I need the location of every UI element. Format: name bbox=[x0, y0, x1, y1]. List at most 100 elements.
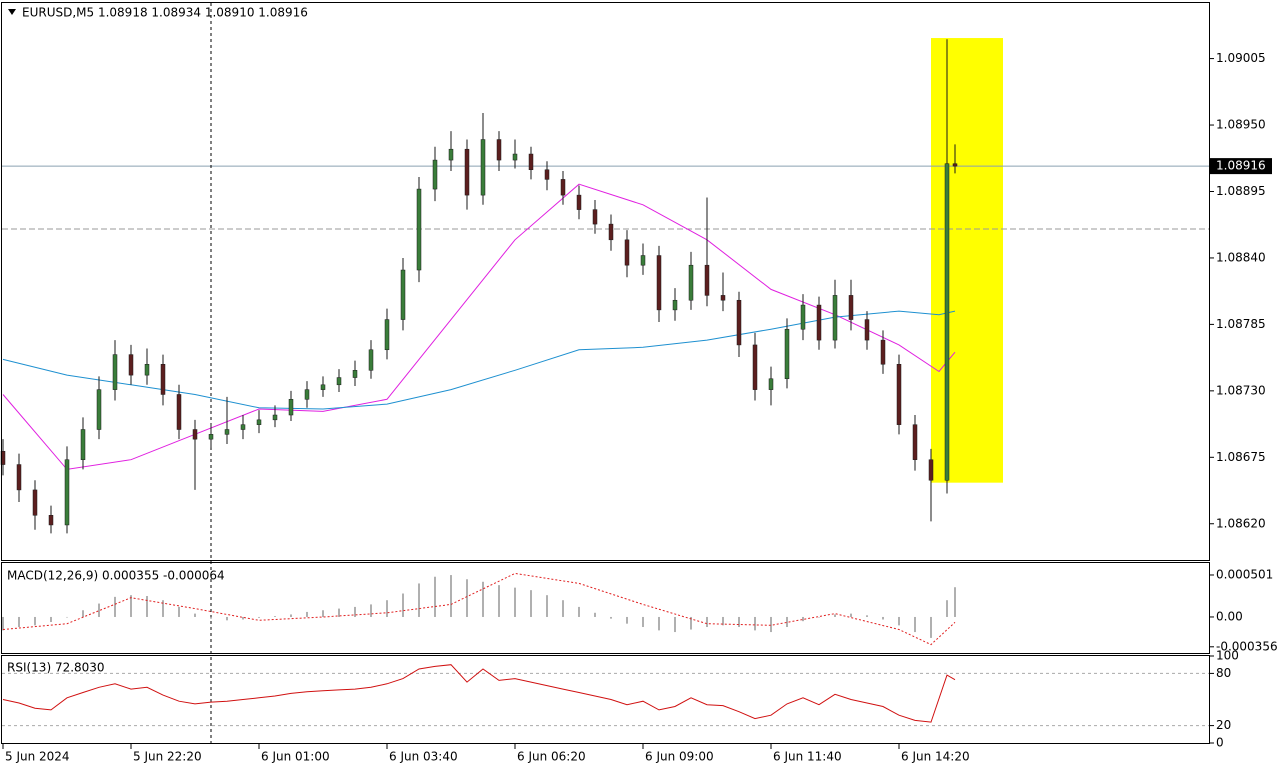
main-panel-frame bbox=[1, 2, 1210, 561]
candle-body bbox=[912, 424, 918, 460]
macd-bar bbox=[50, 616, 52, 622]
front-layer: 5 Jun 2024 5 Jun 22:20 6 Jun 01:00 6 Jun 03… bbox=[0, 3, 1278, 764]
y-tick-label: 1.08785 bbox=[1216, 317, 1266, 331]
macd-title: MACD(12,26,9) 0.000355 -0.000064 bbox=[7, 569, 225, 583]
candle-body bbox=[96, 389, 102, 430]
candle-body bbox=[640, 255, 646, 266]
macd-panel-frame bbox=[1, 562, 1210, 654]
macd-bar bbox=[82, 610, 84, 617]
macd-bar bbox=[610, 616, 612, 619]
moving-average bbox=[2, 183, 956, 470]
candle-body bbox=[688, 264, 694, 301]
macd-bar bbox=[594, 612, 596, 617]
macd-bar bbox=[898, 616, 900, 626]
candle-body bbox=[880, 339, 886, 365]
candle-body bbox=[384, 319, 390, 351]
candle-body bbox=[80, 429, 86, 460]
candle-body bbox=[736, 299, 742, 346]
candle-body bbox=[832, 295, 838, 341]
macd-bar bbox=[498, 585, 500, 617]
candle-body bbox=[144, 364, 150, 376]
rsi-panel-frame bbox=[1, 655, 1210, 744]
macd-bar bbox=[802, 616, 804, 622]
candle-body bbox=[64, 459, 70, 526]
y-tick-label: -0.000356 bbox=[1216, 639, 1278, 653]
macd-bar bbox=[466, 579, 468, 617]
candle-body bbox=[800, 304, 806, 330]
signal-line bbox=[2, 572, 956, 646]
candle-body bbox=[784, 328, 790, 380]
candle-body bbox=[400, 269, 406, 320]
rsi-line bbox=[2, 664, 956, 723]
candle-body bbox=[256, 419, 262, 425]
candle-body bbox=[704, 264, 710, 296]
macd-bar bbox=[114, 596, 116, 617]
macd-bar bbox=[386, 600, 388, 617]
y-tick-label: 1.09005 bbox=[1216, 51, 1266, 65]
x-tick-label: 6 Jun 06:20 bbox=[517, 750, 586, 764]
candle-body bbox=[32, 489, 38, 516]
candle-body bbox=[656, 255, 662, 311]
y-tick-label: 20 bbox=[1216, 718, 1231, 732]
candle-body bbox=[240, 424, 246, 430]
macd-bar bbox=[354, 606, 356, 617]
macd-bar bbox=[402, 593, 404, 617]
macd-bar bbox=[674, 616, 676, 633]
macd-bar bbox=[578, 606, 580, 617]
candle-body bbox=[304, 389, 310, 400]
candle-body bbox=[528, 153, 534, 170]
candle-body bbox=[608, 223, 614, 241]
macd-bar bbox=[210, 616, 212, 619]
candle-body bbox=[464, 148, 470, 196]
candle-body bbox=[816, 304, 822, 341]
collapse-icon[interactable] bbox=[8, 9, 16, 15]
price-label: 1.08916 bbox=[1216, 159, 1266, 173]
candle-body bbox=[944, 163, 950, 481]
macd-bar bbox=[370, 604, 372, 617]
macd-bar bbox=[850, 613, 852, 617]
macd-bar bbox=[754, 616, 756, 631]
y-tick-label: 1.08950 bbox=[1216, 118, 1266, 132]
x-tick-label: 5 Jun 22:20 bbox=[133, 750, 202, 764]
macd-bar bbox=[98, 603, 100, 617]
macd-bar bbox=[322, 610, 324, 617]
macd-bar bbox=[306, 611, 308, 617]
candle-body bbox=[16, 464, 22, 491]
x-tick-label: 5 Jun 2024 bbox=[5, 750, 70, 764]
y-tick-label: 100 bbox=[1216, 649, 1239, 663]
macd-bar bbox=[954, 587, 956, 617]
x-tick-label: 6 Jun 03:40 bbox=[389, 750, 458, 764]
macd-bar bbox=[482, 581, 484, 617]
x-tick-label: 6 Jun 09:00 bbox=[645, 750, 714, 764]
y-tick-label: 80 bbox=[1216, 666, 1231, 680]
macd-bar bbox=[658, 616, 660, 631]
y-tick-label: 1.08895 bbox=[1216, 184, 1266, 198]
macd-bar bbox=[194, 613, 196, 617]
candle-body bbox=[864, 319, 870, 341]
macd-bar bbox=[530, 590, 532, 617]
candle-body bbox=[352, 370, 358, 378]
candle-body bbox=[624, 239, 630, 266]
macd-bar bbox=[162, 600, 164, 617]
macd-bar bbox=[34, 616, 36, 626]
x-tick-label: 6 Jun 01:00 bbox=[261, 750, 330, 764]
candle-body bbox=[848, 295, 854, 320]
y-tick-label: 1.08620 bbox=[1216, 516, 1266, 530]
macd-bar bbox=[146, 596, 148, 617]
y-tick-label: 0.00 bbox=[1216, 609, 1243, 623]
candle-body bbox=[432, 159, 438, 190]
macd-bar bbox=[514, 587, 516, 617]
candle-body bbox=[112, 354, 118, 390]
candle-body bbox=[576, 194, 582, 210]
candle-body bbox=[560, 179, 566, 196]
macd-bar bbox=[562, 600, 564, 617]
macd-bar bbox=[418, 583, 420, 617]
y-tick-label: 1.08675 bbox=[1216, 450, 1266, 464]
candle-body bbox=[416, 188, 422, 271]
candle-body bbox=[496, 139, 502, 161]
macd-bar bbox=[626, 616, 628, 624]
macd-bar bbox=[818, 616, 820, 618]
macd-bar bbox=[690, 616, 692, 630]
macd-bar bbox=[882, 616, 884, 620]
candle-body bbox=[544, 169, 550, 180]
